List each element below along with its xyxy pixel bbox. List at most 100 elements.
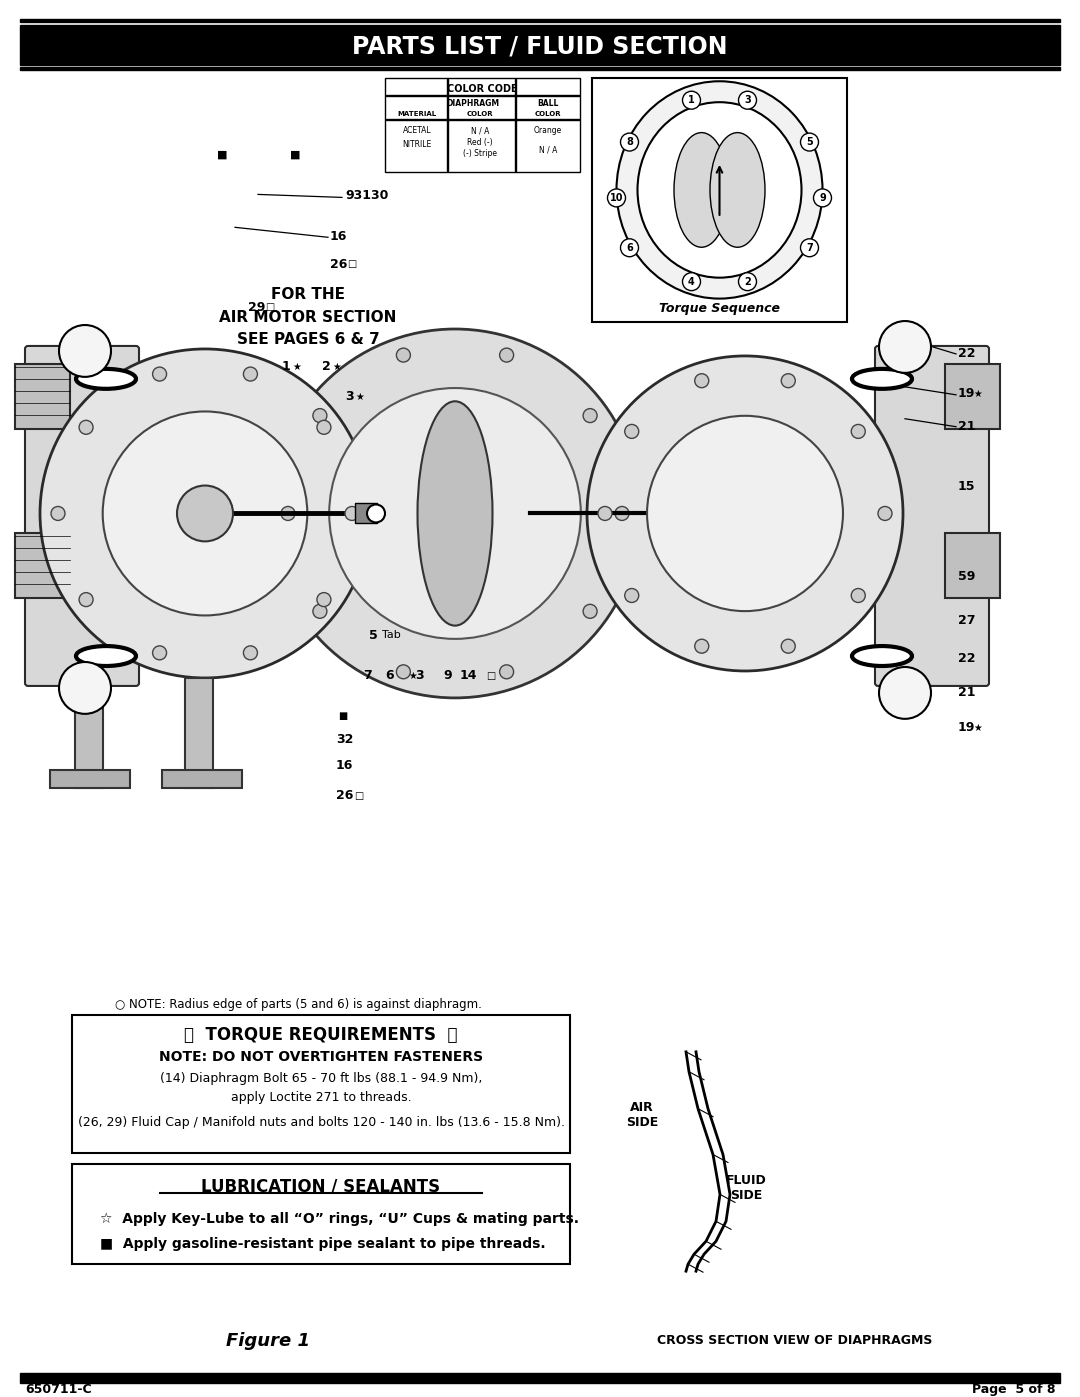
Text: Figure 1: Figure 1 [226, 1331, 310, 1350]
Bar [384, 78, 580, 172]
Circle shape [40, 349, 370, 678]
Text: 2: 2 [322, 360, 330, 373]
Circle shape [851, 588, 865, 602]
Text: COLOR: COLOR [467, 110, 494, 117]
Text: 5: 5 [806, 137, 813, 147]
Circle shape [583, 408, 597, 422]
Ellipse shape [418, 401, 492, 626]
Circle shape [781, 640, 795, 654]
Circle shape [588, 356, 903, 671]
Circle shape [621, 133, 638, 151]
Circle shape [800, 239, 819, 257]
Text: ACETAL: ACETAL [403, 126, 431, 136]
Text: BALL: BALL [538, 99, 558, 108]
Ellipse shape [674, 133, 729, 247]
Bar [72, 1016, 570, 1153]
Circle shape [79, 420, 93, 434]
Bar [162, 770, 242, 788]
Ellipse shape [637, 102, 801, 278]
Circle shape [621, 239, 638, 257]
Text: ■: ■ [338, 711, 348, 721]
Circle shape [500, 665, 514, 679]
Text: FLUID
SIDE: FLUID SIDE [726, 1175, 767, 1203]
Text: 27: 27 [958, 613, 975, 627]
Circle shape [683, 91, 701, 109]
Text: 650711-C: 650711-C [25, 1383, 92, 1397]
Ellipse shape [76, 645, 136, 666]
Text: 16: 16 [330, 229, 348, 243]
Circle shape [598, 507, 612, 521]
Text: 59: 59 [958, 570, 975, 583]
Text: LUBRICATION / SEALANTS: LUBRICATION / SEALANTS [202, 1178, 441, 1196]
Text: 3: 3 [345, 390, 353, 404]
Text: ■: ■ [217, 149, 227, 159]
Text: apply Loctite 271 to threads.: apply Loctite 271 to threads. [231, 1091, 411, 1104]
Circle shape [739, 272, 756, 291]
Text: N / A: N / A [471, 126, 489, 136]
Text: DIAPHRAGM: DIAPHRAGM [446, 99, 500, 108]
Circle shape [313, 408, 327, 422]
Circle shape [152, 367, 166, 381]
Circle shape [316, 592, 330, 606]
Bar [50, 770, 130, 788]
Bar [21, 28, 1059, 64]
Text: □: □ [354, 791, 363, 800]
Circle shape [647, 416, 843, 610]
Text: Page  5 of 8: Page 5 of 8 [972, 1383, 1055, 1397]
Text: 26: 26 [330, 257, 348, 271]
Text: 4: 4 [688, 277, 694, 286]
Circle shape [59, 662, 111, 714]
Text: ★: ★ [292, 362, 300, 372]
Text: Tab: Tab [382, 630, 401, 640]
Circle shape [694, 640, 708, 654]
Circle shape [878, 507, 892, 521]
Text: Orange: Orange [534, 126, 562, 136]
Bar [21, 1373, 1059, 1383]
Circle shape [367, 504, 384, 522]
Circle shape [879, 666, 931, 719]
Circle shape [243, 367, 257, 381]
Text: 16: 16 [336, 759, 353, 773]
Text: ★: ★ [973, 388, 982, 398]
Text: 19: 19 [958, 721, 975, 735]
Text: 6: 6 [386, 669, 394, 683]
Text: ○ NOTE: Radius edge of parts (5 and 6) is against diaphragm.: ○ NOTE: Radius edge of parts (5 and 6) i… [114, 999, 482, 1011]
Text: 26: 26 [336, 789, 353, 802]
Text: ★: ★ [973, 722, 982, 733]
Text: Torque Sequence: Torque Sequence [659, 302, 780, 314]
Circle shape [243, 645, 257, 659]
Ellipse shape [617, 81, 823, 299]
Circle shape [103, 412, 308, 616]
Text: □: □ [265, 302, 274, 312]
Bar [21, 67, 1059, 70]
Circle shape [329, 388, 581, 638]
Text: 1: 1 [688, 95, 694, 105]
Circle shape [615, 507, 629, 521]
Text: 10: 10 [610, 193, 623, 203]
Text: ★: ★ [355, 391, 364, 402]
Bar [592, 78, 847, 323]
Text: NOTE: DO NOT OVERTIGHTEN FASTENERS: NOTE: DO NOT OVERTIGHTEN FASTENERS [159, 1049, 483, 1065]
Circle shape [583, 605, 597, 619]
Text: ★: ★ [408, 671, 417, 680]
Circle shape [500, 348, 514, 362]
Bar [355, 503, 377, 524]
Circle shape [781, 374, 795, 388]
Bar [75, 678, 103, 788]
Circle shape [800, 133, 819, 151]
Text: MATERIAL: MATERIAL [397, 110, 436, 117]
Ellipse shape [852, 369, 912, 388]
Circle shape [345, 507, 359, 521]
Text: 7: 7 [364, 669, 373, 683]
Text: 3: 3 [416, 669, 424, 683]
Text: 1: 1 [282, 360, 291, 373]
Circle shape [51, 507, 65, 521]
Text: (14) Diaphragm Bolt 65 - 70 ft lbs (88.1 - 94.9 Nm),: (14) Diaphragm Bolt 65 - 70 ft lbs (88.1… [160, 1073, 482, 1085]
Text: 3: 3 [744, 95, 751, 105]
Ellipse shape [710, 133, 765, 247]
Bar [945, 534, 1000, 598]
Bar [21, 25, 1059, 28]
Bar [185, 678, 213, 788]
Text: □: □ [486, 671, 496, 680]
Circle shape [270, 330, 640, 698]
